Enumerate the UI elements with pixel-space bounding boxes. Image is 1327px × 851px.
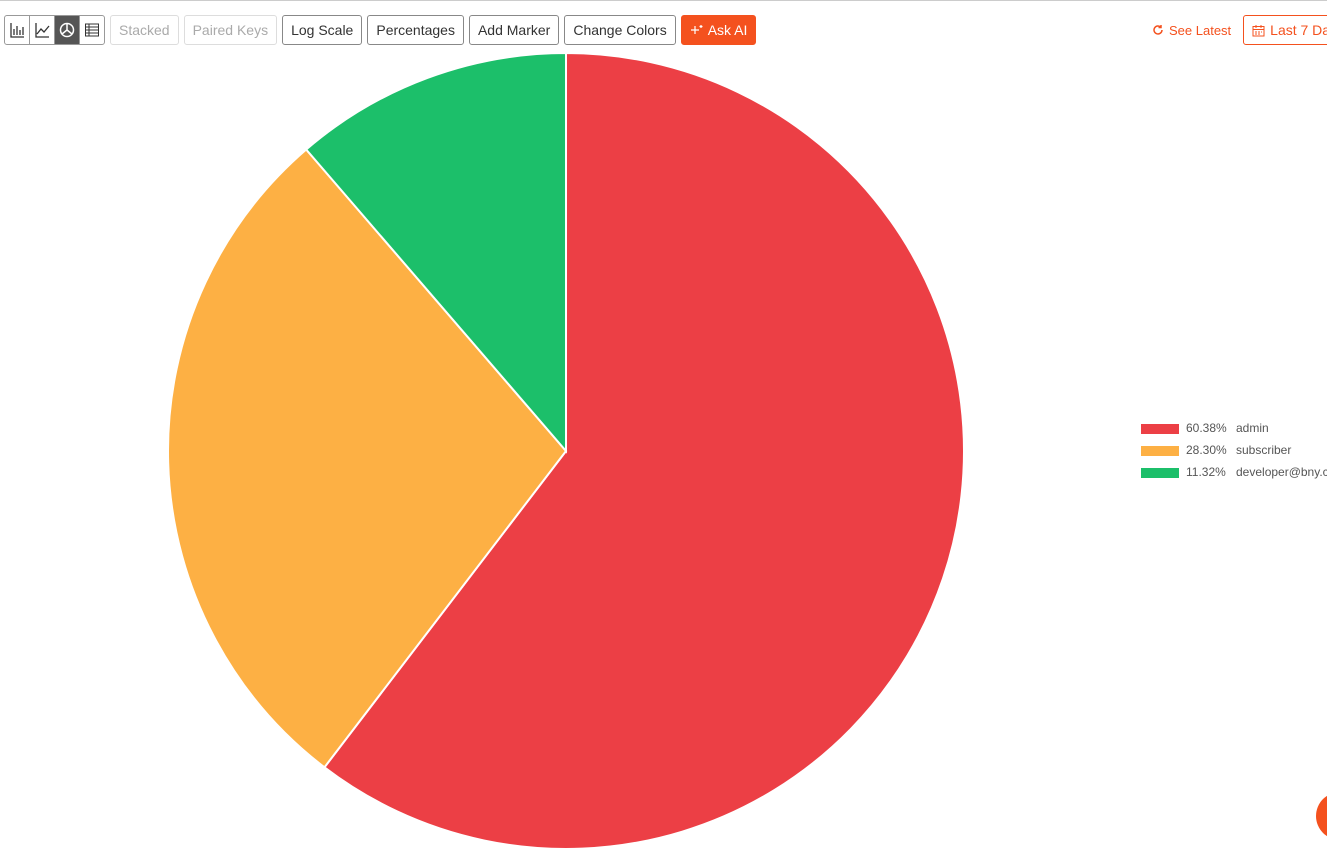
date-range[interactable]: Last 7 Da [1243, 15, 1327, 45]
toolbar-button[interactable]: Add Marker [468, 15, 560, 45]
toolbar-button[interactable]: Percentages [367, 15, 464, 45]
legend-label: developer@bny.c [1236, 465, 1327, 479]
toolbar-button[interactable]: Change Colors [564, 15, 676, 45]
toolbar-button[interactable]: Log Scale [282, 15, 363, 45]
legend-value: 11.32% [1186, 465, 1226, 479]
pie-slice [167, 148, 568, 769]
see-latest[interactable]: See Latest [1152, 23, 1231, 38]
toolbar-button[interactable]: Stacked [110, 15, 179, 45]
date-range-label: Last 7 Da [1270, 22, 1327, 38]
pie-slice [323, 51, 965, 850]
chart-type-switch [4, 15, 105, 45]
line-chart-button[interactable] [30, 16, 55, 44]
toolbar-right: See Latest Last 7 Da [1152, 15, 1327, 45]
legend-label: admin [1236, 421, 1269, 435]
toolbar-button[interactable]: Paired Keys [183, 15, 278, 45]
legend-swatch [1141, 424, 1179, 434]
table-button[interactable] [80, 16, 104, 44]
button-label: Ask AI [707, 22, 748, 38]
toolbar-button[interactable]: Ask AI [680, 15, 757, 45]
toolbar: Stacked Paired Keys Log Scale Percentages Ad… [4, 15, 757, 45]
legend-value: 60.38% [1186, 421, 1227, 435]
legend-swatch [1141, 468, 1179, 478]
pie-chart-button[interactable] [55, 16, 80, 44]
chat-bubble[interactable] [1316, 792, 1327, 840]
pie-slice [304, 51, 567, 454]
legend-value: 28.30% [1186, 443, 1227, 457]
see-latest-label: See Latest [1169, 22, 1232, 38]
bar-chart-button[interactable] [5, 16, 30, 44]
legend-label: subscriber [1236, 443, 1291, 457]
legend-swatch [1141, 446, 1179, 456]
